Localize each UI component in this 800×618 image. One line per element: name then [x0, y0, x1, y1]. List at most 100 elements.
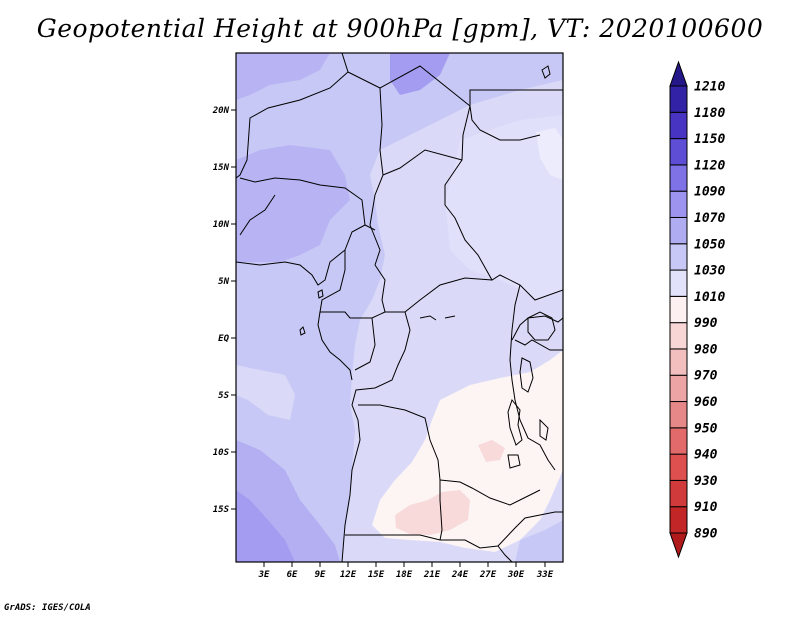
lon-label: 15E [368, 570, 385, 580]
colorbar-label: 930 [694, 474, 718, 489]
border-line [514, 339, 563, 351]
field-1050-1070-north [236, 53, 330, 100]
colorbar-label: 1030 [694, 264, 725, 279]
field-se-corner [515, 520, 563, 562]
footer-credit: GrADS: IGES/COLA [4, 603, 91, 613]
lake [507, 454, 521, 469]
colorbar-label: 1010 [694, 290, 725, 305]
field-light-ne [445, 115, 563, 300]
colorbar-bin [669, 164, 688, 192]
colorbar-bin [669, 348, 688, 376]
field-1070-1090-ne [390, 53, 450, 95]
colorbar-bin [669, 506, 688, 534]
colorbar-bin [669, 60, 688, 87]
border-line [382, 149, 463, 176]
colorbar-bin [669, 85, 688, 113]
lat-label: 20N [212, 106, 230, 116]
colorbar-bin [669, 243, 688, 271]
colorbar-bin [669, 216, 688, 245]
colorbar-label: 940 [694, 448, 718, 463]
border-line [239, 177, 366, 226]
lat-label: 10N [213, 220, 230, 230]
border-line [497, 511, 563, 547]
height-field [236, 53, 563, 562]
lon-label: 27E [479, 570, 497, 580]
map-frame [235, 52, 564, 563]
colorbar-label: 990 [694, 316, 718, 331]
border-line [236, 53, 349, 179]
colorbar-bin [669, 374, 688, 403]
island [541, 65, 551, 79]
lat-label: 5S [218, 391, 229, 401]
lat-label: 10S [213, 448, 230, 458]
lat-label: 5N [218, 277, 229, 287]
colorbar-bin [669, 138, 688, 166]
border-line [351, 311, 411, 421]
colorbar-bin [669, 532, 688, 559]
lat-label: 15S [213, 505, 230, 515]
border-line [236, 224, 376, 286]
lake [519, 357, 534, 393]
colorbar-bin [669, 269, 688, 297]
lake [539, 418, 549, 441]
field-light-patch [536, 128, 563, 180]
borders [236, 53, 563, 562]
field-980-990-south [395, 490, 470, 535]
colorbar-bin [669, 453, 688, 481]
colorbar: 890 910 930 940 950 960 970 980 990 1010 1030 1050 1… [669, 60, 725, 559]
colorbar-label: 1180 [694, 106, 725, 121]
lon-label: 3E [258, 570, 270, 580]
colorbar-label: 980 [694, 342, 718, 357]
border-line [358, 404, 443, 541]
colorbar-bin [669, 322, 688, 350]
lake [527, 311, 556, 341]
colorbar-bin [669, 427, 688, 455]
colorbar-bin [669, 479, 688, 508]
colorbar-label: 970 [694, 369, 718, 384]
colorbar-bin [669, 111, 688, 140]
lon-label: 6E [287, 570, 298, 580]
lon-label: 21E [423, 570, 441, 580]
field-light-west [236, 365, 295, 420]
island [317, 289, 324, 299]
lon-label: 9E [315, 570, 326, 580]
lon-axis: 3E 6E 9E 12E 15E 18E 21E 24E 27E 30E 33E [258, 562, 554, 580]
lake [507, 398, 523, 446]
border-line [354, 317, 376, 371]
colorbar-label: 890 [694, 527, 718, 542]
colorbar-label: 1210 [694, 80, 725, 95]
colorbar-label: 1150 [694, 132, 725, 147]
lat-label: 15N [213, 163, 230, 173]
colorbar-bin [669, 401, 688, 429]
colorbar-label: 960 [694, 395, 718, 410]
chart-title: Geopotential Height at 900hPa [gpm], VT:… [36, 14, 764, 43]
colorbar-label: 1050 [694, 237, 725, 252]
border-line [497, 545, 513, 562]
lon-label: 30E [507, 570, 525, 580]
field-1050-1070-central [236, 145, 350, 262]
border-line [469, 105, 541, 141]
lon-label: 12E [340, 570, 357, 580]
colorbar-label: 1120 [694, 158, 725, 173]
colorbar-bin [669, 295, 688, 324]
river [444, 315, 456, 319]
colorbar-label: 950 [694, 421, 718, 436]
island [299, 326, 306, 336]
border-line [439, 479, 541, 506]
colorbar-bin [669, 190, 688, 218]
lat-label: EQ [218, 334, 229, 344]
field-980-990-east [478, 440, 505, 462]
lat-axis: 20N 15N 10N 5N EQ 5S 10S 15S [212, 106, 236, 515]
colorbar-label: 1070 [694, 211, 725, 226]
border-line [317, 311, 353, 381]
lon-label: 18E [396, 570, 413, 580]
lon-label: 33E [536, 570, 554, 580]
border-line [509, 284, 556, 471]
lon-label: 24E [451, 570, 469, 580]
border-line [345, 534, 499, 549]
border-line [239, 194, 276, 236]
field-1070-1090-sw [236, 490, 295, 562]
border-line [511, 315, 563, 341]
colorbar-label: 1090 [694, 185, 725, 200]
